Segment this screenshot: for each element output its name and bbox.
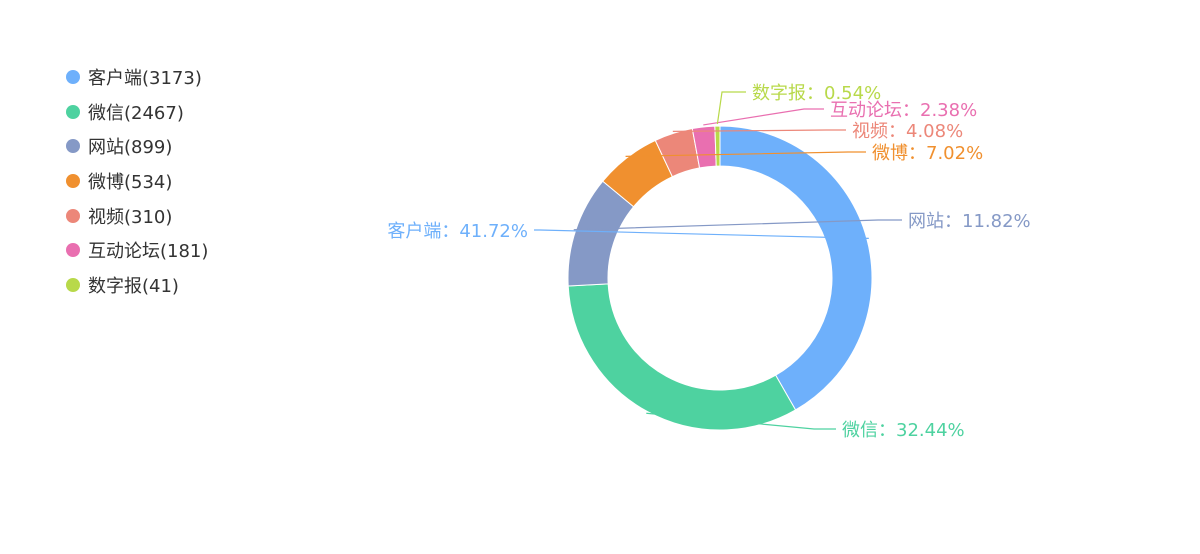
legend-item[interactable]: 数字报(41) [66, 268, 208, 303]
slice-label-2: 微信：32.44% [842, 420, 965, 441]
slice-label-7: 数字报：0.54% [752, 83, 881, 104]
slice-label-6: 互动论坛：2.38% [830, 100, 977, 121]
legend-marker [66, 174, 80, 189]
legend-label: 视频(310) [88, 206, 173, 228]
legend-label: 微信(2467) [88, 102, 184, 124]
slice-7[interactable] [714, 125, 721, 167]
leader-line-6 [703, 108, 824, 126]
slice-label-3: 网站：11.82% [908, 211, 1031, 232]
slice-1[interactable] [719, 125, 873, 411]
legend-label: 微博(534) [88, 172, 173, 194]
legend-marker [66, 208, 80, 223]
legend-marker [66, 277, 80, 292]
leader-line-3 [573, 219, 902, 231]
slices-group [567, 125, 873, 431]
slice-2[interactable] [567, 283, 797, 431]
legend: 客户端(3173) 微信(2467) 网站(899) 微博(534) 视频(31… [66, 60, 208, 302]
legend-marker [66, 139, 80, 154]
leader-line-4 [625, 151, 866, 157]
legend-label: 数字报(41) [88, 275, 179, 297]
legend-item[interactable]: 客户端(3173) [66, 60, 208, 95]
labels-group: 客户端：41.72% 微信：32.44% 网站：11.82% 微博：7.02%视频：4… [387, 83, 1030, 441]
legend-label: 网站(899) [88, 137, 173, 159]
legend-label: 互动论坛(181) [88, 241, 209, 263]
leader-line-1 [534, 229, 869, 240]
legend-marker [66, 104, 80, 119]
legend-marker [66, 243, 80, 258]
legend-item[interactable]: 微博(534) [66, 164, 208, 199]
leader-line-5 [672, 129, 846, 133]
leader-line-2 [646, 412, 836, 430]
slice-label-1: 客户端：41.72% [387, 221, 528, 242]
legend-item[interactable]: 互动论坛(181) [66, 233, 208, 268]
slice-label-5: 视频：4.08% [852, 121, 963, 142]
legend-item[interactable]: 网站(899) [66, 129, 208, 164]
leader-line-7 [716, 91, 746, 125]
legend-item[interactable]: 视频(310) [66, 198, 208, 233]
legend-item[interactable]: 微信(2467) [66, 95, 208, 130]
legend-marker [66, 70, 80, 85]
slice-label-4: 微博：7.02% [872, 143, 983, 164]
legend-label: 客户端(3173) [88, 68, 202, 90]
